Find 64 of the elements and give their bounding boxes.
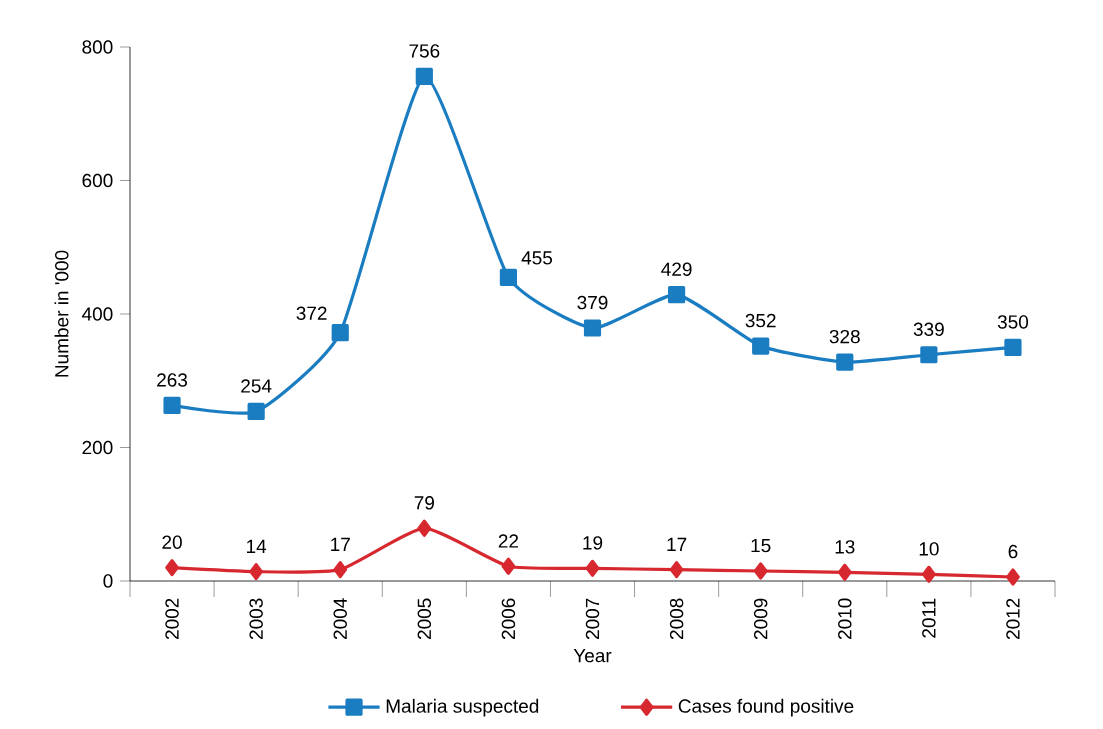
y-tick-label: 400 <box>82 307 113 321</box>
point <box>415 67 433 85</box>
y-axis-title: Number in '000 <box>54 250 69 377</box>
data-label: 254 <box>241 379 272 393</box>
data-label: 17 <box>667 537 687 551</box>
point <box>669 561 684 579</box>
x-axis-title: Year <box>573 649 612 663</box>
data-label: 6 <box>1008 544 1018 559</box>
point <box>417 519 432 537</box>
data-label: 15 <box>751 538 771 553</box>
x-tick-label: 2011 <box>922 598 936 638</box>
point <box>1004 338 1022 356</box>
y-tick-label: 600 <box>82 173 113 188</box>
data-label: 13 <box>835 540 855 554</box>
data-label: 328 <box>829 329 860 344</box>
point <box>585 559 600 577</box>
data-label: 756 <box>409 44 440 58</box>
point <box>836 353 854 371</box>
x-tick-label: 2002 <box>165 598 179 640</box>
point <box>1006 568 1020 586</box>
point <box>165 559 179 577</box>
data-label: 79 <box>414 496 434 510</box>
point <box>247 402 265 421</box>
x-tick-label: 2012 <box>1006 598 1020 640</box>
x-tick-label: 2010 <box>838 598 852 640</box>
data-label: 10 <box>919 542 939 556</box>
data-label: 350 <box>997 315 1029 329</box>
point <box>331 324 349 342</box>
x-tick-label: 2008 <box>669 598 684 640</box>
point <box>501 557 516 575</box>
point <box>753 562 768 580</box>
point <box>163 396 181 415</box>
data-label: 22 <box>498 534 519 548</box>
y-tick-label: 200 <box>82 440 113 455</box>
data-label: 379 <box>577 295 608 310</box>
data-label: 352 <box>745 313 776 328</box>
data-label: 17 <box>331 537 350 551</box>
x-tick-label: 2007 <box>585 598 600 640</box>
data-label: 263 <box>157 373 188 387</box>
data-label: 455 <box>521 251 553 265</box>
point <box>752 337 770 355</box>
data-label: 14 <box>247 539 267 553</box>
x-tick-label: 2005 <box>417 598 432 640</box>
point <box>667 286 686 304</box>
data-label: 339 <box>913 322 944 336</box>
point <box>583 319 602 337</box>
data-label: 372 <box>296 306 327 320</box>
x-tick-label: 2004 <box>333 598 347 640</box>
point <box>249 563 263 581</box>
data-label: 429 <box>661 262 692 276</box>
y-tick-label: 0 <box>103 574 113 588</box>
x-tick-label: 2009 <box>753 598 768 640</box>
data-label: 20 <box>162 535 182 549</box>
x-tick-label: 2003 <box>249 598 263 640</box>
legend-label: Malaria suspected <box>386 698 539 717</box>
legend-label: Cases found positive <box>678 698 854 717</box>
point <box>333 561 348 579</box>
point <box>499 268 518 286</box>
y-tick-label: 800 <box>82 40 113 54</box>
point <box>922 565 936 583</box>
x-tick-label: 2006 <box>501 598 516 640</box>
point <box>837 563 852 581</box>
point <box>920 346 938 364</box>
data-label: 19 <box>583 536 603 550</box>
